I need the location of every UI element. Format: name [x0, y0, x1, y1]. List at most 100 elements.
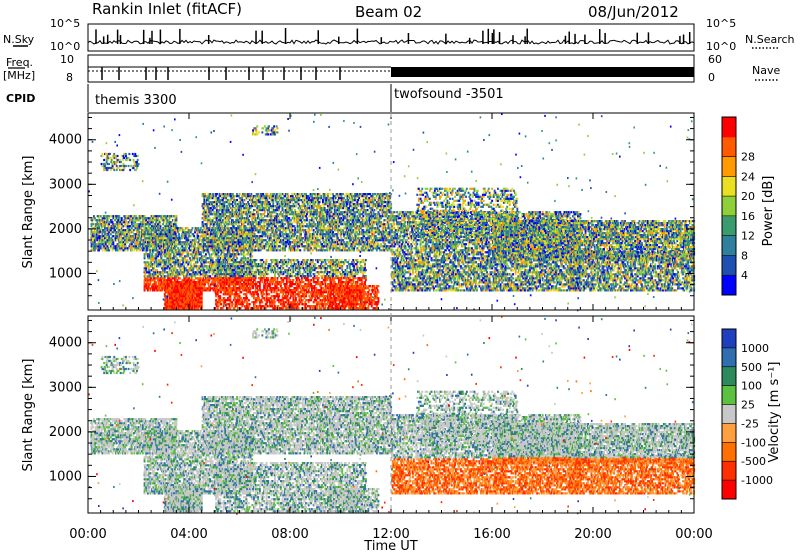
power-cell	[208, 227, 211, 230]
power-cell	[183, 289, 186, 292]
power-cell	[132, 217, 135, 220]
power-cell	[124, 249, 127, 252]
power-cell	[188, 243, 191, 246]
power-cell	[171, 275, 174, 278]
power-cell	[163, 215, 166, 218]
power-cell	[108, 243, 111, 246]
power-cell	[149, 263, 152, 266]
power-cell	[236, 215, 238, 218]
power-cell	[173, 255, 175, 258]
power-cell	[206, 273, 209, 276]
power-cell	[239, 233, 242, 236]
power-cell	[162, 253, 165, 256]
power-cell	[206, 265, 209, 268]
power-cell	[239, 193, 242, 196]
power-cell	[164, 263, 167, 266]
power-cell	[209, 249, 212, 252]
power-cell	[182, 259, 185, 262]
power-cell	[130, 243, 133, 246]
power-cell	[162, 223, 164, 226]
power-cell	[114, 217, 116, 220]
power-cell	[92, 231, 95, 234]
power-cell	[200, 255, 203, 258]
power-cell	[252, 243, 254, 246]
power-cell	[159, 223, 162, 226]
power-cell	[117, 227, 120, 230]
power-cell	[202, 245, 205, 248]
power-cell	[170, 255, 173, 258]
power-cell	[180, 259, 183, 262]
power-cell	[181, 271, 184, 274]
power-cell	[133, 239, 136, 242]
power-cell	[251, 233, 254, 236]
power-cell	[143, 257, 146, 260]
power-cell	[194, 275, 196, 278]
power-cell	[113, 245, 116, 248]
power-cell	[210, 219, 212, 222]
power-cell	[181, 263, 184, 266]
power-cell	[202, 229, 205, 232]
power-cell	[203, 217, 206, 220]
power-cell	[255, 209, 258, 212]
power-cell	[181, 243, 184, 246]
power-cell	[231, 193, 234, 196]
power-cell	[170, 239, 173, 242]
power-cell	[235, 229, 238, 232]
freq-trace	[88, 66, 694, 80]
power-cell	[157, 219, 160, 222]
power-cell	[165, 215, 168, 218]
power-cell	[242, 209, 245, 212]
power-cell	[189, 297, 192, 300]
power-cell	[251, 217, 254, 220]
power-cell	[203, 285, 206, 288]
power-cell	[173, 277, 176, 280]
power-cell	[168, 241, 171, 244]
power-cell	[158, 287, 161, 290]
power-cell	[226, 201, 228, 204]
power-cell	[227, 223, 230, 226]
power-cell	[203, 201, 206, 204]
power-cell	[157, 281, 160, 284]
power-cell	[128, 215, 131, 218]
power-cell	[220, 215, 222, 218]
power-cell	[118, 215, 121, 218]
power-cell	[147, 263, 150, 266]
power-cell	[164, 219, 167, 222]
power-cell	[181, 267, 184, 270]
power-cell	[101, 237, 104, 240]
power-cell	[237, 213, 239, 216]
power-cell	[134, 221, 137, 224]
power-cell	[205, 255, 207, 258]
power-cell	[113, 239, 116, 242]
power-cell	[227, 247, 230, 250]
power-cell	[225, 197, 228, 200]
power-cell	[199, 271, 201, 274]
power-cell	[200, 287, 203, 290]
power-cell	[98, 249, 100, 252]
power-cell	[153, 261, 156, 264]
power-cell	[207, 281, 210, 284]
power-cell	[215, 199, 217, 202]
power-cell	[258, 247, 261, 250]
power-cell	[174, 261, 177, 264]
power-cell	[144, 241, 147, 244]
power-cell	[238, 213, 241, 216]
power-cell	[197, 301, 200, 304]
power-cell	[125, 219, 127, 222]
power-cell	[253, 233, 256, 236]
power-cell	[199, 229, 201, 232]
power-cell	[220, 205, 222, 208]
power-cell	[108, 237, 111, 240]
power-cell	[226, 211, 228, 214]
power-cell	[102, 217, 105, 220]
power-cell	[125, 231, 128, 234]
power-cell	[243, 203, 246, 206]
power-cell	[149, 223, 152, 226]
power-cell	[104, 239, 107, 242]
power-cell	[178, 255, 181, 258]
power-cell	[226, 249, 229, 252]
power-cell	[92, 235, 95, 238]
power-cell	[138, 219, 141, 222]
power-cell	[189, 263, 192, 266]
power-cell	[105, 235, 108, 238]
